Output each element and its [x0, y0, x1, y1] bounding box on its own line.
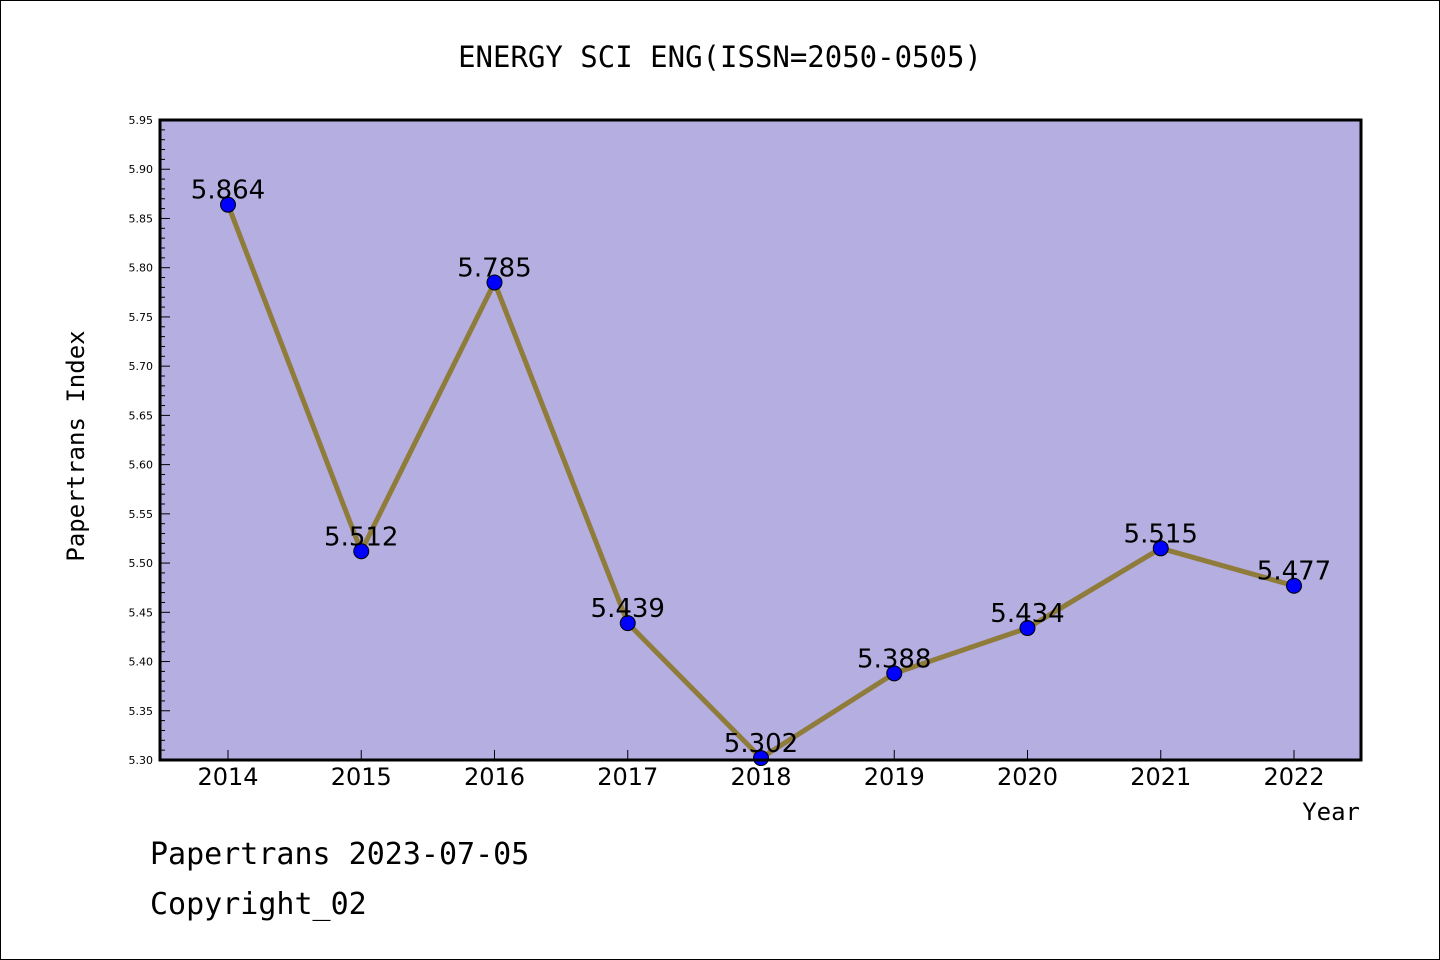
x-tick-label: 2015 — [331, 763, 392, 791]
x-tick-label: 2021 — [1130, 763, 1191, 791]
data-label: 5.439 — [591, 594, 665, 624]
data-markers — [220, 196, 1302, 767]
x-tick-label: 2020 — [997, 763, 1058, 791]
data-point — [486, 274, 503, 291]
chart-title: ENERGY SCI ENG(ISSN=2050-0505) — [458, 40, 982, 74]
x-axis-ticks: 2014 2015 2016 2017 2018 2019 2020 2021 2022 — [197, 750, 1325, 791]
footer-date: Papertrans 2023-07-05 — [150, 837, 529, 872]
y-tick-label: 5.50 — [129, 557, 154, 570]
y-tick-label: 5.40 — [129, 656, 154, 669]
x-tick-label: 2017 — [597, 763, 658, 791]
x-tick-label: 2016 — [464, 763, 525, 791]
y-tick-label: 5.70 — [129, 360, 154, 373]
data-label: 5.515 — [1124, 519, 1198, 549]
data-point — [619, 615, 636, 632]
data-label: 5.477 — [1257, 557, 1331, 587]
data-point — [886, 665, 903, 682]
y-tick-label: 5.65 — [129, 409, 154, 422]
x-axis-label: Year — [1302, 798, 1360, 826]
data-point — [753, 750, 769, 767]
y-tick-label: 5.45 — [129, 606, 154, 619]
y-tick-label: 5.35 — [129, 705, 154, 718]
data-point — [1286, 577, 1302, 594]
plot-area — [160, 120, 1361, 760]
y-axis-ticks: 5.30 5.35 5.40 5.45 5.50 5.55 5.60 5.65 5.70 5.75… — [129, 114, 170, 767]
data-label: 5.434 — [990, 599, 1064, 629]
x-tick-label: 2022 — [1263, 763, 1324, 791]
plot-frame — [158, 118, 1363, 762]
y-tick-label: 5.60 — [129, 459, 154, 472]
data-label: 5.785 — [457, 253, 531, 283]
data-label: 5.512 — [324, 522, 398, 552]
y-tick-label: 5.90 — [129, 163, 154, 176]
data-point — [220, 196, 236, 213]
y-axis-label: Papertrans Index — [62, 330, 90, 561]
y-tick-label: 5.55 — [129, 508, 154, 521]
y-tick-label: 5.95 — [129, 114, 154, 127]
y-tick-label: 5.80 — [129, 262, 154, 275]
data-labels: 5.864 5.512 5.785 5.439 5.302 5.388 5.434 5.515… — [191, 176, 1331, 759]
data-point — [353, 543, 370, 560]
footer-copyright: Copyright_02 — [150, 887, 367, 922]
data-point — [1152, 540, 1169, 557]
data-label: 5.302 — [724, 729, 798, 759]
data-label: 5.388 — [857, 644, 931, 674]
y-tick-label: 5.75 — [129, 311, 154, 324]
y-tick-label: 5.30 — [129, 754, 154, 767]
x-tick-label: 2014 — [197, 763, 258, 791]
data-label: 5.864 — [191, 176, 265, 206]
x-tick-label: 2019 — [864, 763, 925, 791]
data-point — [1019, 620, 1036, 637]
y-tick-label: 5.85 — [129, 212, 154, 225]
x-tick-label: 2018 — [730, 763, 791, 791]
